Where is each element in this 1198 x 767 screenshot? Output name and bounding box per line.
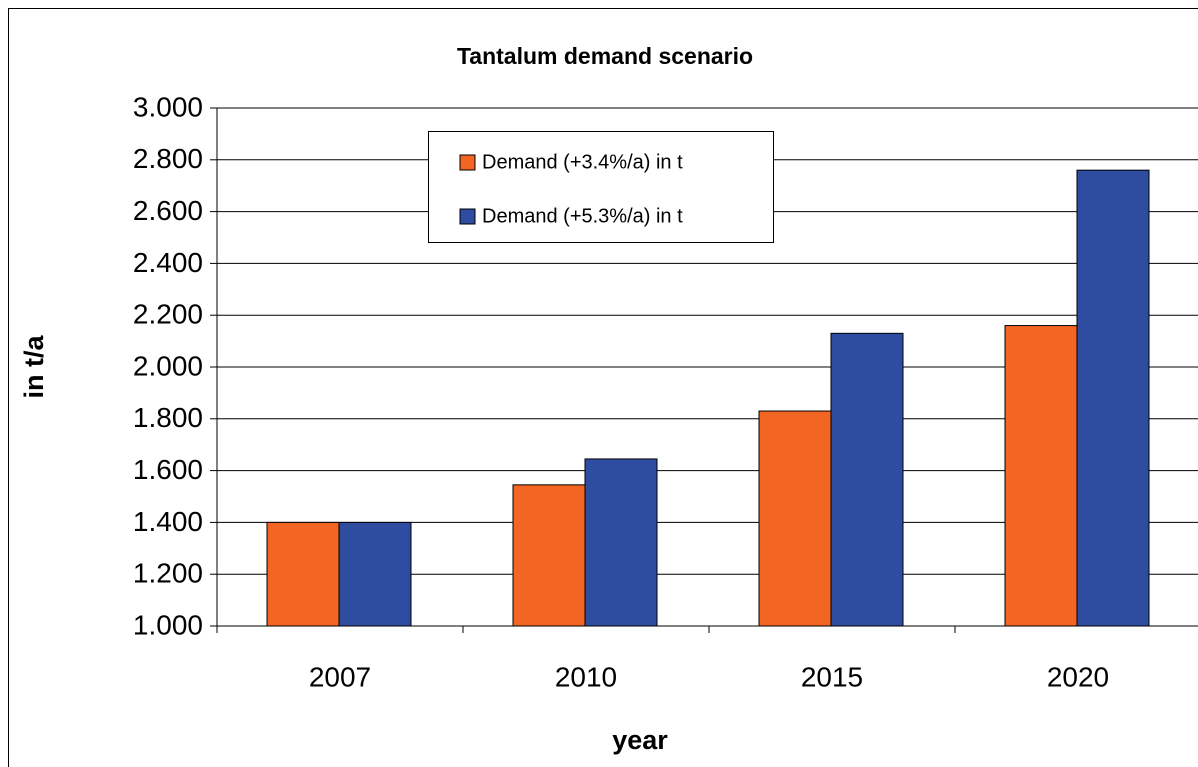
y-tick-label: 2.200 — [133, 299, 203, 330]
legend-swatch — [459, 154, 476, 171]
x-tick-label: 2015 — [801, 661, 863, 692]
bar — [266, 521, 340, 627]
bar — [1076, 169, 1150, 627]
chart-title: Tantalum demand scenario — [457, 43, 753, 69]
bar — [1004, 325, 1078, 627]
y-axis-label: in t/a — [19, 335, 49, 399]
legend-box — [428, 131, 774, 243]
bar — [758, 410, 832, 627]
legend-swatch — [459, 208, 476, 225]
x-tick-label: 2010 — [555, 661, 617, 692]
bar — [584, 458, 658, 627]
y-tick-label: 1.600 — [133, 454, 203, 485]
legend-label: Demand (+5.3%/a) in t — [482, 205, 683, 227]
x-tick-label: 2007 — [309, 661, 371, 692]
y-tick-label: 1.800 — [133, 402, 203, 433]
y-tick-label: 2.800 — [133, 143, 203, 174]
legend-label: Demand (+3.4%/a) in t — [482, 151, 683, 173]
bar — [512, 484, 586, 627]
y-tick-label: 1.400 — [133, 506, 203, 537]
y-tick-label: 2.000 — [133, 350, 203, 381]
y-tick-label: 2.400 — [133, 247, 203, 278]
y-tick-label: 2.600 — [133, 195, 203, 226]
y-tick-label: 1.200 — [133, 558, 203, 589]
bar — [338, 521, 412, 627]
chart-border — [8, 8, 1198, 767]
x-axis-label: year — [612, 725, 668, 755]
y-tick-label: 1.000 — [133, 609, 203, 640]
bar — [830, 332, 904, 627]
y-tick-label: 3.000 — [133, 91, 203, 122]
x-tick-label: 2020 — [1047, 661, 1109, 692]
